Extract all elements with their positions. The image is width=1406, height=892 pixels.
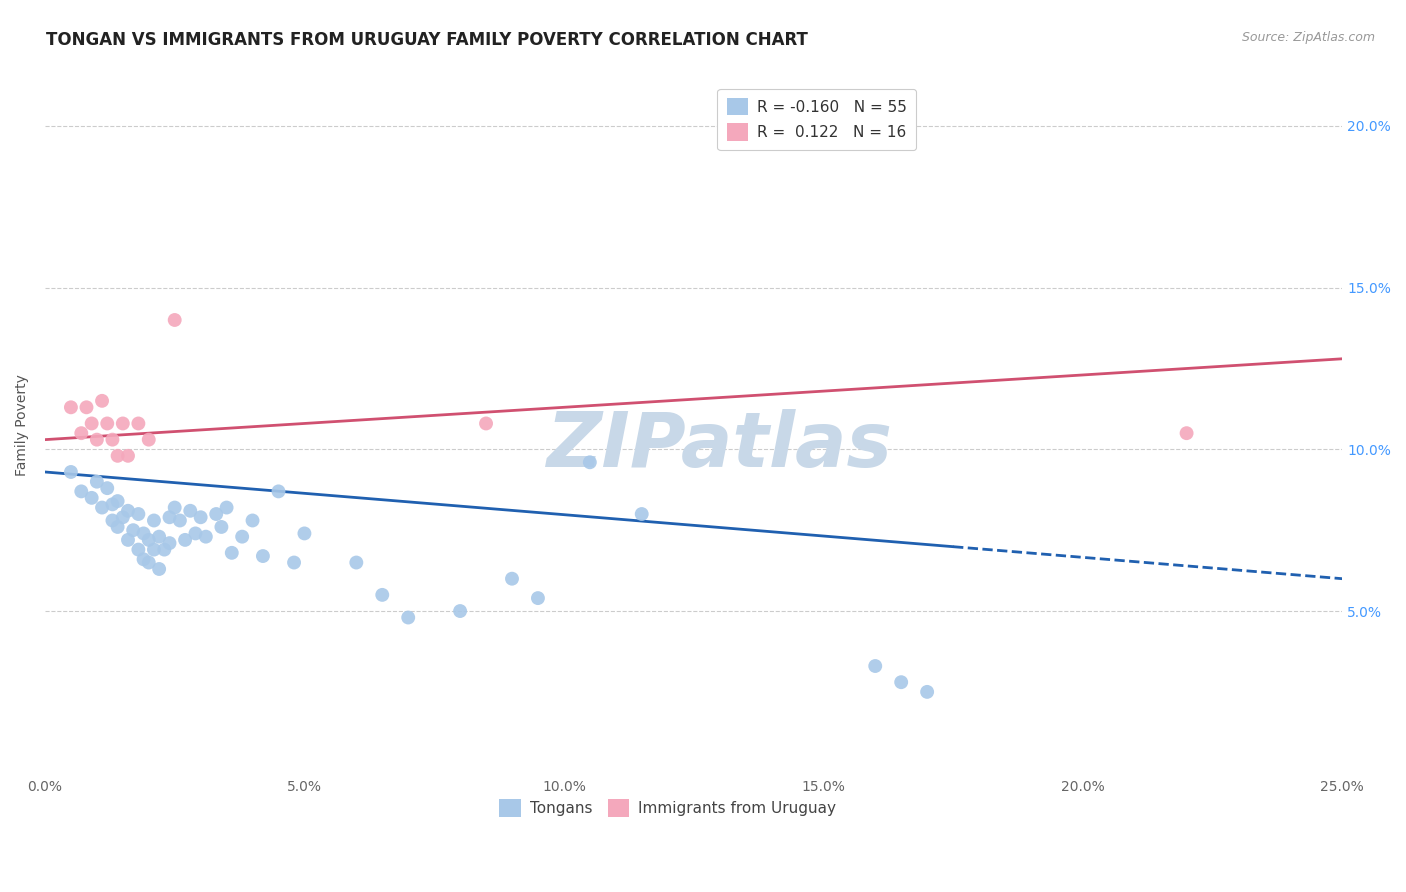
- Point: [242, 514, 264, 528]
- Point: [231, 530, 253, 544]
- Point: [163, 313, 186, 327]
- Point: [107, 494, 129, 508]
- Legend: Tongans, Immigrants from Uruguay: Tongans, Immigrants from Uruguay: [492, 791, 844, 824]
- Point: [169, 514, 191, 528]
- Point: [205, 507, 228, 521]
- Point: [86, 433, 108, 447]
- Point: [209, 520, 232, 534]
- Point: [111, 510, 134, 524]
- Text: Source: ZipAtlas.com: Source: ZipAtlas.com: [1241, 31, 1375, 45]
- Point: [865, 659, 887, 673]
- Point: [890, 675, 912, 690]
- Y-axis label: Family Poverty: Family Poverty: [15, 374, 30, 476]
- Point: [107, 449, 129, 463]
- Point: [252, 549, 274, 563]
- Point: [148, 562, 170, 576]
- Point: [117, 533, 139, 547]
- Point: [501, 572, 523, 586]
- Point: [117, 504, 139, 518]
- Point: [221, 546, 243, 560]
- Text: ZIPatlas: ZIPatlas: [547, 409, 893, 483]
- Point: [194, 530, 217, 544]
- Point: [159, 510, 181, 524]
- Point: [80, 491, 103, 505]
- Point: [101, 433, 124, 447]
- Point: [449, 604, 471, 618]
- Point: [159, 536, 181, 550]
- Point: [86, 475, 108, 489]
- Point: [111, 417, 134, 431]
- Point: [127, 417, 149, 431]
- Point: [163, 500, 186, 515]
- Point: [132, 552, 155, 566]
- Point: [122, 523, 145, 537]
- Point: [142, 514, 165, 528]
- Point: [138, 433, 160, 447]
- Point: [527, 591, 550, 606]
- Point: [142, 542, 165, 557]
- Point: [70, 426, 93, 441]
- Point: [127, 507, 149, 521]
- Point: [138, 533, 160, 547]
- Point: [96, 417, 118, 431]
- Point: [101, 514, 124, 528]
- Point: [371, 588, 394, 602]
- Point: [91, 500, 114, 515]
- Point: [80, 417, 103, 431]
- Point: [179, 504, 201, 518]
- Point: [59, 401, 82, 415]
- Point: [117, 449, 139, 463]
- Text: TONGAN VS IMMIGRANTS FROM URUGUAY FAMILY POVERTY CORRELATION CHART: TONGAN VS IMMIGRANTS FROM URUGUAY FAMILY…: [46, 31, 808, 49]
- Point: [174, 533, 197, 547]
- Point: [267, 484, 290, 499]
- Point: [915, 685, 938, 699]
- Point: [1175, 426, 1198, 441]
- Point: [127, 542, 149, 557]
- Point: [153, 542, 176, 557]
- Point: [132, 526, 155, 541]
- Point: [101, 497, 124, 511]
- Point: [76, 401, 98, 415]
- Point: [91, 393, 114, 408]
- Point: [190, 510, 212, 524]
- Point: [579, 455, 602, 469]
- Point: [396, 610, 419, 624]
- Point: [294, 526, 316, 541]
- Point: [138, 556, 160, 570]
- Point: [344, 556, 367, 570]
- Point: [59, 465, 82, 479]
- Point: [148, 530, 170, 544]
- Point: [475, 417, 498, 431]
- Point: [184, 526, 207, 541]
- Point: [70, 484, 93, 499]
- Point: [283, 556, 305, 570]
- Point: [96, 481, 118, 495]
- Point: [215, 500, 238, 515]
- Point: [630, 507, 652, 521]
- Point: [107, 520, 129, 534]
